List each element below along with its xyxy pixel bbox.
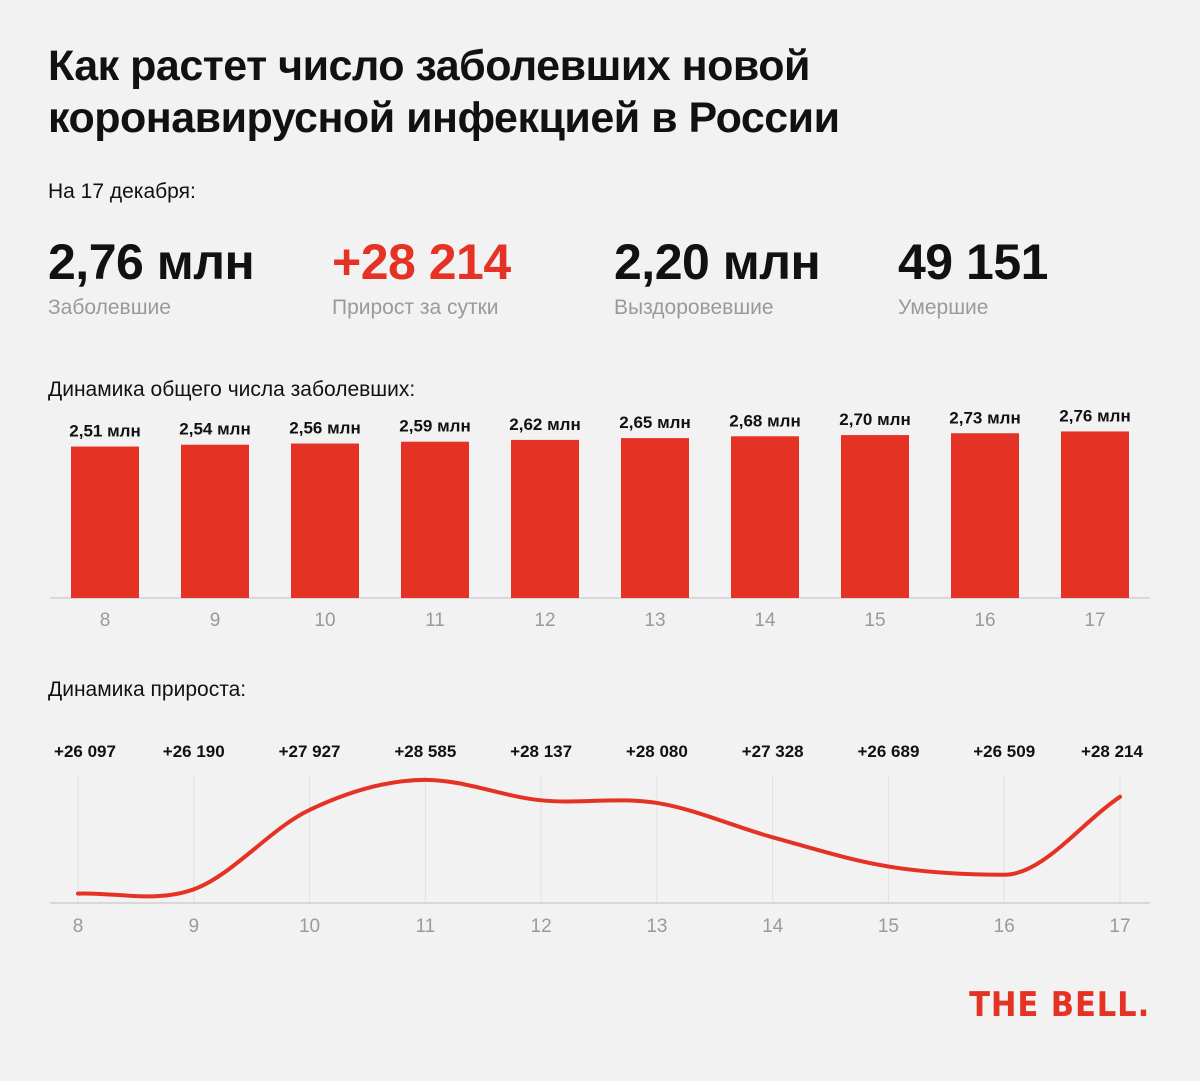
bar	[731, 436, 799, 598]
line-x-tick-label: 14	[762, 916, 784, 937]
bar	[181, 444, 249, 598]
bar	[621, 438, 689, 598]
bar-data-label: 2,56 млн	[289, 419, 360, 438]
bar-data-label: 2,62 млн	[509, 415, 580, 434]
bar	[951, 433, 1019, 598]
stat-cases-value: 2,76 млн	[48, 234, 255, 290]
stat-daily-growth-value: +28 214	[332, 234, 511, 290]
date-label: На 17 декабря:	[48, 180, 196, 203]
bar-x-tick-label: 9	[210, 610, 221, 631]
bar	[841, 435, 909, 598]
bar	[401, 441, 469, 598]
line-data-label: +26 097	[54, 742, 116, 761]
bar-x-tick-label: 15	[864, 610, 885, 631]
bar	[1061, 431, 1129, 598]
line-data-label: +27 328	[742, 742, 804, 761]
stat-deaths: 49 151 Умершие	[898, 232, 1048, 320]
bar	[291, 443, 359, 598]
bar-x-tick-label: 13	[644, 610, 665, 631]
line-x-tick-label: 8	[73, 916, 84, 937]
stat-deaths-label: Умершие	[898, 296, 989, 319]
bar-x-tick-label: 8	[100, 610, 111, 631]
stat-recovered-value: 2,20 млн	[614, 234, 821, 290]
bar-data-label: 2,76 млн	[1059, 406, 1130, 425]
bar-data-label: 2,65 млн	[619, 413, 690, 432]
stat-cases-label: Заболевшие	[48, 296, 171, 319]
line-x-tick-label: 9	[188, 916, 199, 937]
bar	[511, 439, 579, 598]
line-x-tick-label: 12	[531, 916, 552, 937]
bar-data-label: 2,68 млн	[729, 411, 800, 430]
bar-data-label: 2,59 млн	[399, 417, 470, 436]
line-x-tick-label: 17	[1109, 916, 1130, 937]
bar-chart-title: Динамика общего числа заболевших:	[48, 378, 416, 401]
bar-x-tick-label: 16	[974, 610, 995, 631]
line-data-label: +28 214	[1081, 742, 1143, 761]
line-x-tick-label: 11	[415, 916, 435, 937]
stat-recovered: 2,20 млн Выздоровевшие	[614, 232, 821, 320]
page-title: Как растет число заболевших новой корона…	[48, 42, 840, 142]
bar-x-tick-label: 17	[1084, 610, 1105, 631]
bar-data-label: 2,54 млн	[179, 420, 250, 439]
line-data-label: +28 080	[626, 742, 688, 761]
line-data-label: +26 509	[973, 742, 1035, 761]
line-data-label: +28 585	[394, 742, 456, 761]
line-data-label: +28 137	[510, 742, 572, 761]
the-bell-logo: THE BELL.	[969, 985, 1150, 1025]
line-x-tick-label: 13	[646, 916, 667, 937]
bar	[71, 446, 139, 598]
bar-x-tick-label: 12	[534, 610, 555, 631]
bar-data-label: 2,51 млн	[69, 422, 140, 441]
stat-deaths-value: 49 151	[898, 234, 1048, 290]
bar-x-tick-label: 10	[314, 610, 335, 631]
bar-x-tick-label: 11	[425, 610, 445, 631]
line-data-label: +27 927	[279, 742, 341, 761]
stat-cases: 2,76 млн Заболевшие	[48, 232, 255, 320]
line-data-label: +26 190	[163, 742, 225, 761]
bar-data-label: 2,70 млн	[839, 410, 910, 429]
bar-x-tick-label: 14	[754, 610, 776, 631]
line-x-tick-label: 16	[994, 916, 1015, 937]
line-data-label: +26 689	[857, 742, 919, 761]
stat-daily-growth-label: Прирост за сутки	[332, 296, 499, 319]
stat-daily-growth: +28 214 Прирост за сутки	[332, 232, 511, 320]
line-series	[76, 777, 1122, 899]
line-chart-title: Динамика прироста:	[48, 678, 247, 701]
line-x-tick-label: 10	[299, 916, 320, 937]
bar-data-label: 2,73 млн	[949, 408, 1020, 427]
line-x-tick-label: 15	[878, 916, 899, 937]
stat-recovered-label: Выздоровевшие	[614, 296, 774, 319]
